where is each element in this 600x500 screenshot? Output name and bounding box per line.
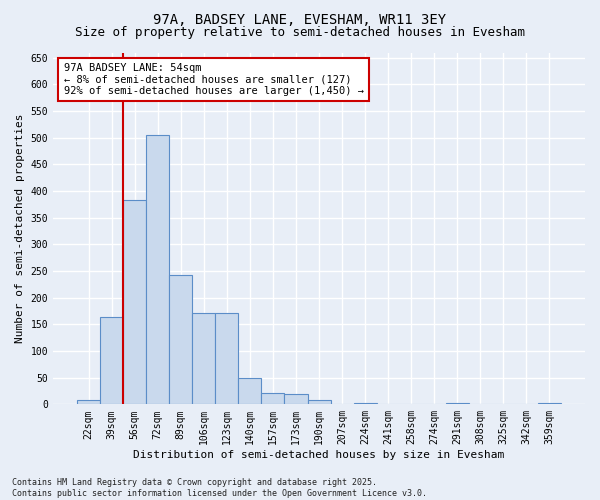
Text: Contains HM Land Registry data © Crown copyright and database right 2025.
Contai: Contains HM Land Registry data © Crown c… [12,478,427,498]
Text: 97A BADSEY LANE: 54sqm
← 8% of semi-detached houses are smaller (127)
92% of sem: 97A BADSEY LANE: 54sqm ← 8% of semi-deta… [64,63,364,96]
Bar [446,402,469,404]
X-axis label: Distribution of semi-detached houses by size in Evesham: Distribution of semi-detached houses by … [133,450,505,460]
Bar [308,400,331,404]
Bar [215,312,238,404]
Bar [169,276,193,404]
Bar [193,312,215,404]
Text: 97A, BADSEY LANE, EVESHAM, WR11 3EY: 97A, BADSEY LANE, EVESHAM, WR11 3EY [154,12,446,26]
Bar [538,402,561,404]
Bar [77,400,100,404]
Bar [238,378,262,404]
Bar [262,392,284,404]
Bar [353,402,377,404]
Y-axis label: Number of semi-detached properties: Number of semi-detached properties [15,114,25,343]
Bar [284,394,308,404]
Bar [146,135,169,404]
Text: Size of property relative to semi-detached houses in Evesham: Size of property relative to semi-detach… [75,26,525,39]
Bar [100,318,123,404]
Bar [123,200,146,404]
